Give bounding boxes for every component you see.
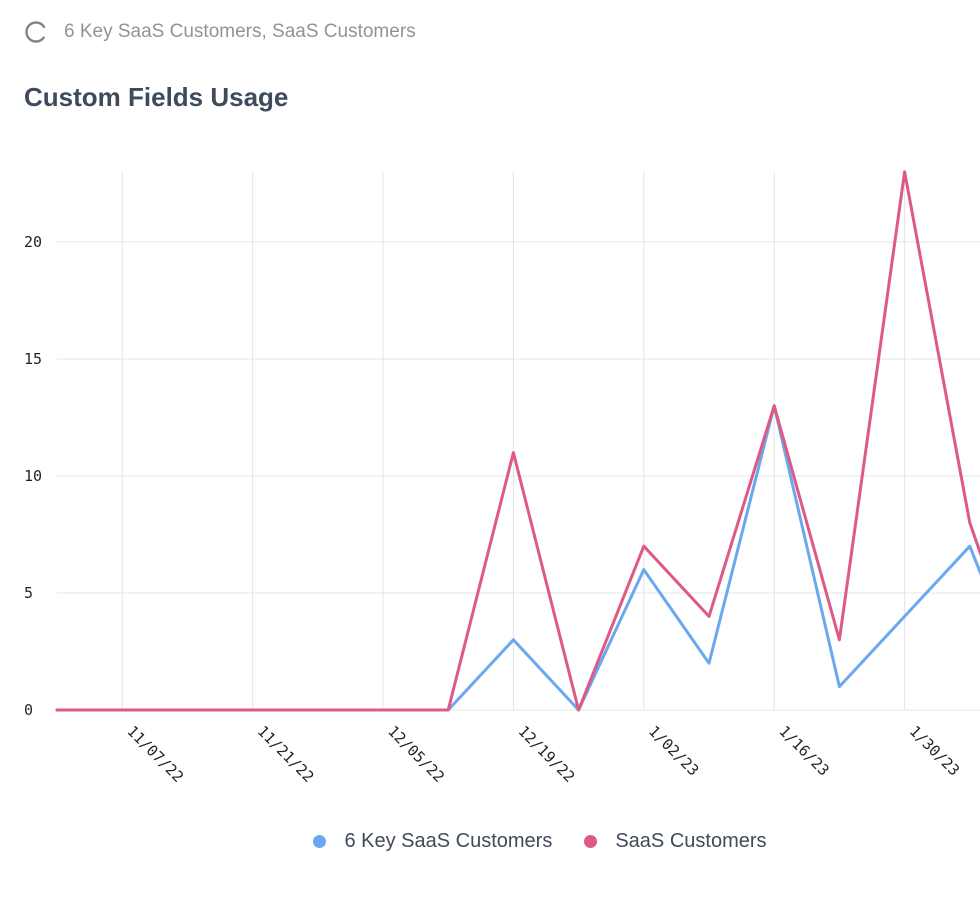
chart-header: 6 Key SaaS Customers, SaaS Customers — [24, 20, 416, 44]
legend-dot-icon — [584, 835, 598, 848]
y-axis: 0 5 10 15 20 — [24, 233, 42, 719]
x-tick-label: 11/21/22 — [254, 722, 318, 786]
x-tick-label: 1/16/23 — [775, 722, 832, 779]
x-axis: 11/07/22 11/21/22 12/05/22 12/19/22 1/02/23 1… — [123, 722, 963, 786]
legend-dot-icon — [313, 835, 327, 848]
y-tick-label: 15 — [24, 350, 42, 368]
chart-series — [55, 170, 980, 712]
chart-grid — [57, 172, 980, 711]
x-tick-label: 1/30/23 — [906, 722, 963, 779]
x-tick-label: 11/07/22 — [123, 722, 187, 786]
chart-subtitle: 6 Key SaaS Customers, SaaS Customers — [64, 21, 416, 42]
chart-title: Custom Fields Usage — [24, 82, 289, 112]
y-tick-label: 0 — [24, 701, 33, 719]
legend-item-6-key-saas-customers[interactable]: 6 Key SaaS Customers — [313, 830, 552, 853]
loading-spinner-icon — [25, 21, 47, 43]
x-tick-label: 1/02/23 — [645, 722, 702, 779]
x-tick-label: 12/19/22 — [515, 722, 579, 786]
series-line-saas-customers[interactable] — [55, 170, 980, 712]
y-tick-label: 20 — [24, 233, 42, 251]
legend-label: 6 Key SaaS Customers — [344, 830, 553, 852]
series-line-6-key-saas-customers[interactable] — [55, 404, 980, 712]
x-tick-label: 12/05/22 — [384, 722, 448, 786]
legend-label: SaaS Customers — [615, 830, 767, 852]
chart-legend: 6 Key SaaS Customers SaaS Customers — [0, 830, 980, 853]
y-tick-label: 5 — [24, 584, 33, 602]
y-tick-label: 10 — [24, 467, 42, 485]
legend-item-saas-customers[interactable]: SaaS Customers — [584, 830, 767, 853]
